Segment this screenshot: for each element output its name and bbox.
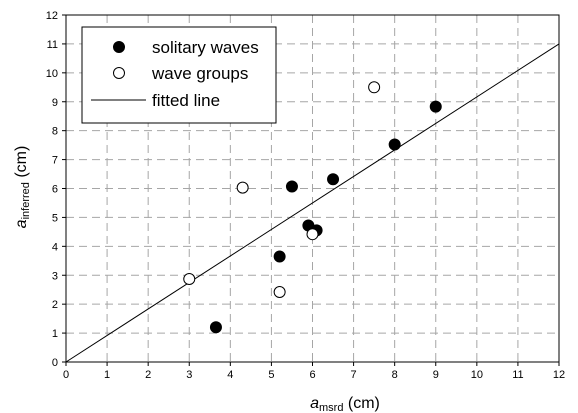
legend: solitary waves wave groups fitted line <box>81 26 277 124</box>
wave-group-point <box>183 273 196 286</box>
x-tick-label: 7 <box>351 369 357 381</box>
x-tick-label: 10 <box>471 369 483 381</box>
y-tick-label: 10 <box>46 68 58 80</box>
y-axis-title: ainferred (cm) <box>13 146 32 229</box>
y-tick-label: 7 <box>52 155 58 167</box>
y-tick-label: 3 <box>52 270 58 282</box>
y-tick-label: 0 <box>52 357 58 369</box>
x-tick-label: 11 <box>512 369 523 381</box>
wave-group-point <box>306 228 319 241</box>
solitary-wave-point <box>327 173 340 186</box>
data-markers <box>183 81 442 334</box>
fitted-line <box>65 43 560 363</box>
solitary-wave-point <box>273 250 286 263</box>
y-tick-label: 9 <box>52 97 58 109</box>
x-tick-label: 0 <box>63 369 69 381</box>
x-tick-label: 5 <box>268 369 274 381</box>
x-tick-label: 4 <box>227 369 233 381</box>
wave-group-point <box>236 181 249 194</box>
solitary-wave-point <box>429 100 442 113</box>
x-tick-label: 9 <box>433 369 439 381</box>
x-tick-label: 3 <box>186 369 192 381</box>
solitary-wave-point <box>388 138 401 151</box>
fitted-line-layer <box>65 43 560 363</box>
x-tick-label: 8 <box>392 369 398 381</box>
legend-wavegroups-label: wave groups <box>151 64 248 83</box>
y-tick-label: 5 <box>52 212 58 224</box>
y-tick-label: 2 <box>52 299 58 311</box>
legend-wavegroups-marker <box>113 67 125 79</box>
wave-group-point <box>368 81 381 94</box>
y-tick-label: 1 <box>52 328 58 340</box>
x-axis-title: amsrd (cm) <box>310 395 380 413</box>
x-tick-label: 6 <box>309 369 315 381</box>
x-tick-label: 2 <box>145 369 151 381</box>
y-tick-label: 4 <box>52 241 58 253</box>
x-tick-label: 12 <box>553 369 565 381</box>
y-tick-label: 8 <box>52 126 58 138</box>
solitary-wave-point <box>209 321 222 334</box>
legend-solitary-marker <box>113 41 125 53</box>
y-tick-label: 11 <box>47 39 58 51</box>
y-tick-label: 12 <box>46 10 58 22</box>
x-tick-label: 1 <box>104 369 110 381</box>
y-tick-label: 6 <box>52 184 58 196</box>
legend-solitary-label: solitary waves <box>152 38 259 57</box>
solitary-wave-point <box>285 180 298 193</box>
wave-group-point <box>273 286 286 299</box>
legend-fitted-line-label: fitted line <box>152 91 220 110</box>
